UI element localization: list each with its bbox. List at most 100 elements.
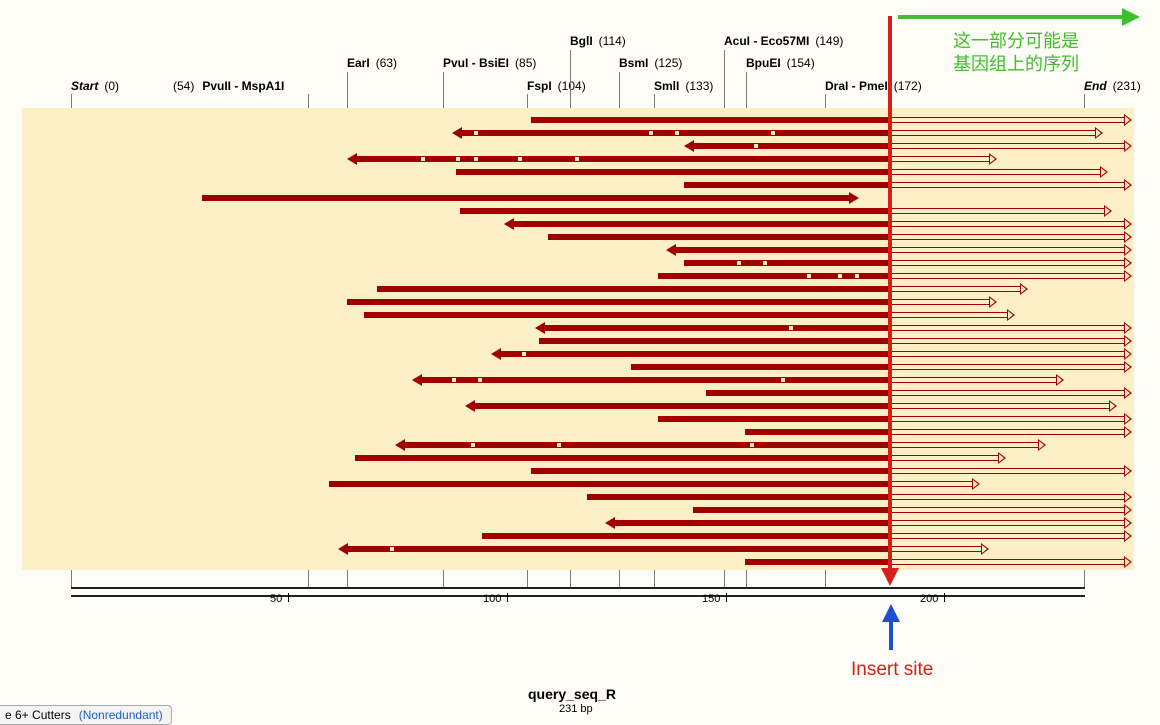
mismatch-marker — [522, 352, 526, 356]
enzyme-label-bsmi[interactable]: BsmI (125) — [619, 56, 683, 70]
read-open-segment — [890, 286, 1021, 292]
read-open-arrow — [1124, 179, 1132, 191]
read-open-arrow — [1124, 491, 1132, 503]
read-open-arrow — [1038, 439, 1046, 451]
read-open-arrow — [1124, 517, 1132, 529]
ruler-tick-50 — [288, 593, 289, 602]
nonredundant-link[interactable]: (Nonredundant) — [78, 708, 163, 722]
read-open-arrow — [1007, 309, 1015, 321]
read-solid-segment — [745, 559, 890, 565]
read-open-arrow — [972, 478, 980, 490]
mismatch-marker — [575, 157, 579, 161]
site-line-fspi-lower — [527, 570, 528, 587]
mismatch-marker — [474, 157, 478, 161]
read-solid-segment — [355, 455, 890, 461]
read-solid-segment — [420, 377, 890, 383]
read-open-arrow — [1124, 348, 1132, 360]
mismatch-marker — [789, 326, 793, 330]
mismatch-marker — [750, 443, 754, 447]
site-line-end-lower — [1084, 570, 1085, 587]
read-solid-segment — [658, 273, 890, 279]
read-left-arrow — [338, 543, 348, 555]
read-solid-segment — [355, 156, 890, 162]
blue-up-arrow-icon — [882, 604, 900, 622]
read-open-arrow — [1124, 218, 1132, 230]
sequence-name: query_seq_R — [528, 686, 616, 702]
enzyme-label-drai[interactable]: DraI - PmeI (172) — [825, 79, 922, 93]
ruler-label-100: 100 — [483, 593, 502, 605]
read-open-arrow — [1124, 426, 1132, 438]
insert-site-label: Insert site — [851, 659, 934, 680]
read-open-segment — [890, 338, 1125, 344]
read-open-segment — [890, 208, 1105, 214]
enzyme-label-smli[interactable]: SmlI (133) — [654, 79, 714, 93]
mismatch-marker — [474, 131, 478, 135]
read-open-arrow — [1100, 166, 1108, 178]
read-open-segment — [890, 494, 1125, 500]
read-solid-segment — [684, 182, 890, 188]
read-solid-segment — [548, 234, 890, 240]
read-solid-segment — [706, 390, 890, 396]
enzyme-label-pvuii[interactable]: (54) PvuII - MspA1I — [173, 79, 285, 93]
mismatch-marker — [855, 274, 859, 278]
mismatch-marker — [838, 274, 842, 278]
read-open-segment — [890, 130, 1096, 136]
read-open-arrow — [1104, 205, 1112, 217]
read-solid-segment — [543, 325, 890, 331]
read-open-segment — [890, 403, 1110, 409]
read-open-arrow — [1020, 283, 1028, 295]
green-right-arrow-icon — [1122, 8, 1140, 26]
genome-note-line1: 这一部分可能是 — [953, 31, 1079, 51]
read-left-arrow — [504, 218, 514, 230]
read-open-segment — [890, 143, 1125, 149]
enzyme-label-pvui[interactable]: PvuI - BsiEI (85) — [443, 56, 537, 70]
site-line-smli — [654, 94, 655, 110]
ruler-tick-200 — [944, 593, 945, 602]
read-open-segment — [890, 559, 1125, 565]
read-solid-segment — [684, 260, 890, 266]
mismatch-marker — [649, 131, 653, 135]
read-open-segment — [890, 416, 1125, 422]
read-open-segment — [890, 390, 1125, 396]
enzyme-label-bpuei[interactable]: BpuEI (154) — [746, 56, 815, 70]
read-open-segment — [890, 260, 1125, 266]
site-line-drai — [825, 94, 826, 110]
mismatch-marker — [781, 378, 785, 382]
site-line-acui — [724, 50, 725, 110]
read-solid-segment — [202, 195, 849, 201]
read-open-segment — [890, 533, 1125, 539]
site-line-start-lower — [71, 570, 72, 587]
read-open-arrow — [1124, 114, 1132, 126]
read-open-segment — [890, 546, 982, 552]
enzyme-label-eari[interactable]: EarI (63) — [347, 56, 398, 70]
mismatch-marker — [675, 131, 679, 135]
enzyme-label-fspi[interactable]: FspI (104) — [527, 79, 586, 93]
read-open-segment — [890, 442, 1039, 448]
mismatch-marker — [471, 443, 475, 447]
read-solid-segment — [692, 143, 890, 149]
read-left-arrow — [605, 517, 615, 529]
cutters-filter-button[interactable]: e 6+ Cutters (Nonredundant) — [0, 705, 172, 725]
ruler-label-50: 50 — [270, 593, 283, 605]
enzyme-label-start[interactable]: Start (0) — [71, 79, 120, 93]
read-open-arrow — [1124, 322, 1132, 334]
read-open-segment — [890, 364, 1125, 370]
enzyme-label-acui[interactable]: AcuI - Eco57MI (149) — [724, 34, 844, 48]
mismatch-marker — [771, 131, 775, 135]
read-left-arrow — [491, 348, 501, 360]
read-open-arrow — [1124, 244, 1132, 256]
read-open-arrow — [1124, 335, 1132, 347]
read-solid-segment — [613, 520, 890, 526]
enzyme-label-bgli[interactable]: BglI (114) — [570, 34, 626, 48]
mismatch-marker — [754, 144, 758, 148]
site-line-pvui — [443, 72, 444, 110]
site-line-bgli-lower — [570, 570, 571, 587]
enzyme-label-end[interactable]: End (231) — [1084, 79, 1141, 93]
read-solid-segment — [482, 533, 890, 539]
mismatch-marker — [763, 261, 767, 265]
read-open-arrow — [1095, 127, 1103, 139]
mismatch-marker — [557, 443, 561, 447]
read-solid-segment — [539, 338, 890, 344]
insert-site-line — [888, 16, 892, 576]
read-open-arrow — [1124, 530, 1132, 542]
